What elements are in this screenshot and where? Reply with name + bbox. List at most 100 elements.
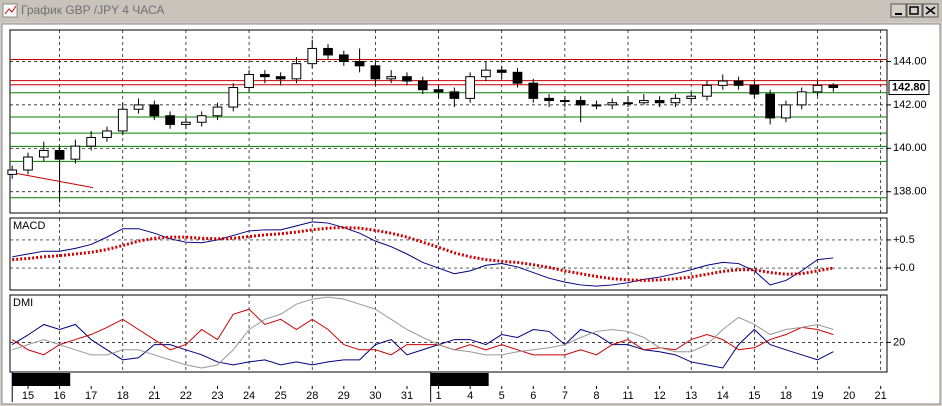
x-tick-label: 16 [53,390,65,402]
x-tick-label: 15 [22,390,34,402]
x-tick-label: 21 [148,390,160,402]
x-tick-label: 31 [401,390,413,402]
candle-body [607,102,618,106]
candle-body [812,84,823,93]
x-tick-label: 19 [811,390,823,402]
panel [9,29,888,214]
candle-body [623,102,633,105]
candle-body [323,47,333,56]
x-tick-label: 28 [306,390,318,402]
candle-body [512,71,523,84]
x-tick-label: 4 [467,390,473,402]
series-line [12,221,834,287]
candle-body [70,145,81,160]
candle-body [354,60,365,67]
candle-body [796,91,807,106]
x-tick-label: 23 [211,390,223,402]
candle-body [575,100,586,106]
candle-body [638,100,649,104]
x-tick-label: 29 [338,390,350,402]
candle-body [86,136,97,147]
month-box [12,373,71,386]
candle-body [275,76,286,80]
x-tick-label: 24 [243,390,255,402]
month-box [430,373,489,386]
candle-body [386,76,397,80]
panel [9,294,888,373]
candle-body [654,100,665,104]
candle-body [733,80,744,86]
series-line [12,296,834,369]
candle-body [528,82,539,99]
title-bar [0,0,942,22]
candle-body [23,156,33,171]
candle-body [291,63,302,80]
candle-body [481,69,491,78]
candle-body [260,74,270,78]
candle-body [338,54,349,62]
series-line [12,226,834,282]
x-tick-label: 21 [875,390,887,402]
candle-body [591,104,602,107]
x-tick-label: 17 [85,390,97,402]
x-tick-label: 18 [117,390,129,402]
y-tick-label: 144.00 [893,55,927,67]
x-tick-label: 25 [275,390,287,402]
panel-title: MACD [13,220,45,232]
candle-body [433,89,444,93]
month-label: Фев 2019 [434,374,482,386]
window-buttons [890,3,939,18]
y-tick-label: +0.0 [893,262,915,274]
minimize-button[interactable] [890,3,907,18]
maximize-icon [909,6,919,15]
last-price-label: 142.80 [892,81,926,93]
x-tick-label: 8 [593,390,599,402]
candle-body [544,97,554,102]
candle-body [402,76,412,82]
candle-body [228,87,239,108]
x-tick-label: 15 [748,390,760,402]
close-icon [925,6,936,15]
candle-body [102,130,112,138]
candle-body [149,104,160,117]
candle-body [212,106,223,117]
x-tick-label: 12 [653,390,665,402]
y-tick-label: +0.5 [893,234,915,246]
candle-body [38,149,49,158]
candle-body [496,69,507,73]
candle-body [765,93,775,119]
x-tick-label: 6 [530,390,536,402]
candle-body [181,121,191,125]
x-tick-label: 30 [369,390,381,402]
last-price-box [888,80,930,96]
trend-line [12,172,94,189]
candle-body [370,65,381,80]
candle-body [244,74,254,89]
x-tick-label: 22 [180,390,192,402]
x-tick-label: 1 [435,390,441,402]
panel-title: DMI [13,297,33,309]
candle-body [307,47,318,65]
panel [9,217,888,291]
x-tick-label: 11 [622,390,633,402]
candle-body [54,149,65,160]
candle-body [670,97,681,104]
y-tick-label: 138.00 [893,186,927,198]
candle-body [165,115,175,125]
candle-body [560,100,570,103]
y-tick-label: 20 [893,336,905,348]
x-tick-label: 18 [780,390,792,402]
x-tick-label: 14 [717,390,729,402]
candle-body [196,115,207,123]
window-icon-line [4,5,17,15]
candle-body [417,80,428,91]
y-tick-label: 142.00 [893,99,927,111]
candle-body [749,84,760,95]
month-label: Янв 2019 [15,374,62,386]
series-line [11,323,834,369]
candle-body [781,104,791,119]
candle-body [828,84,839,89]
series-line [11,308,834,356]
